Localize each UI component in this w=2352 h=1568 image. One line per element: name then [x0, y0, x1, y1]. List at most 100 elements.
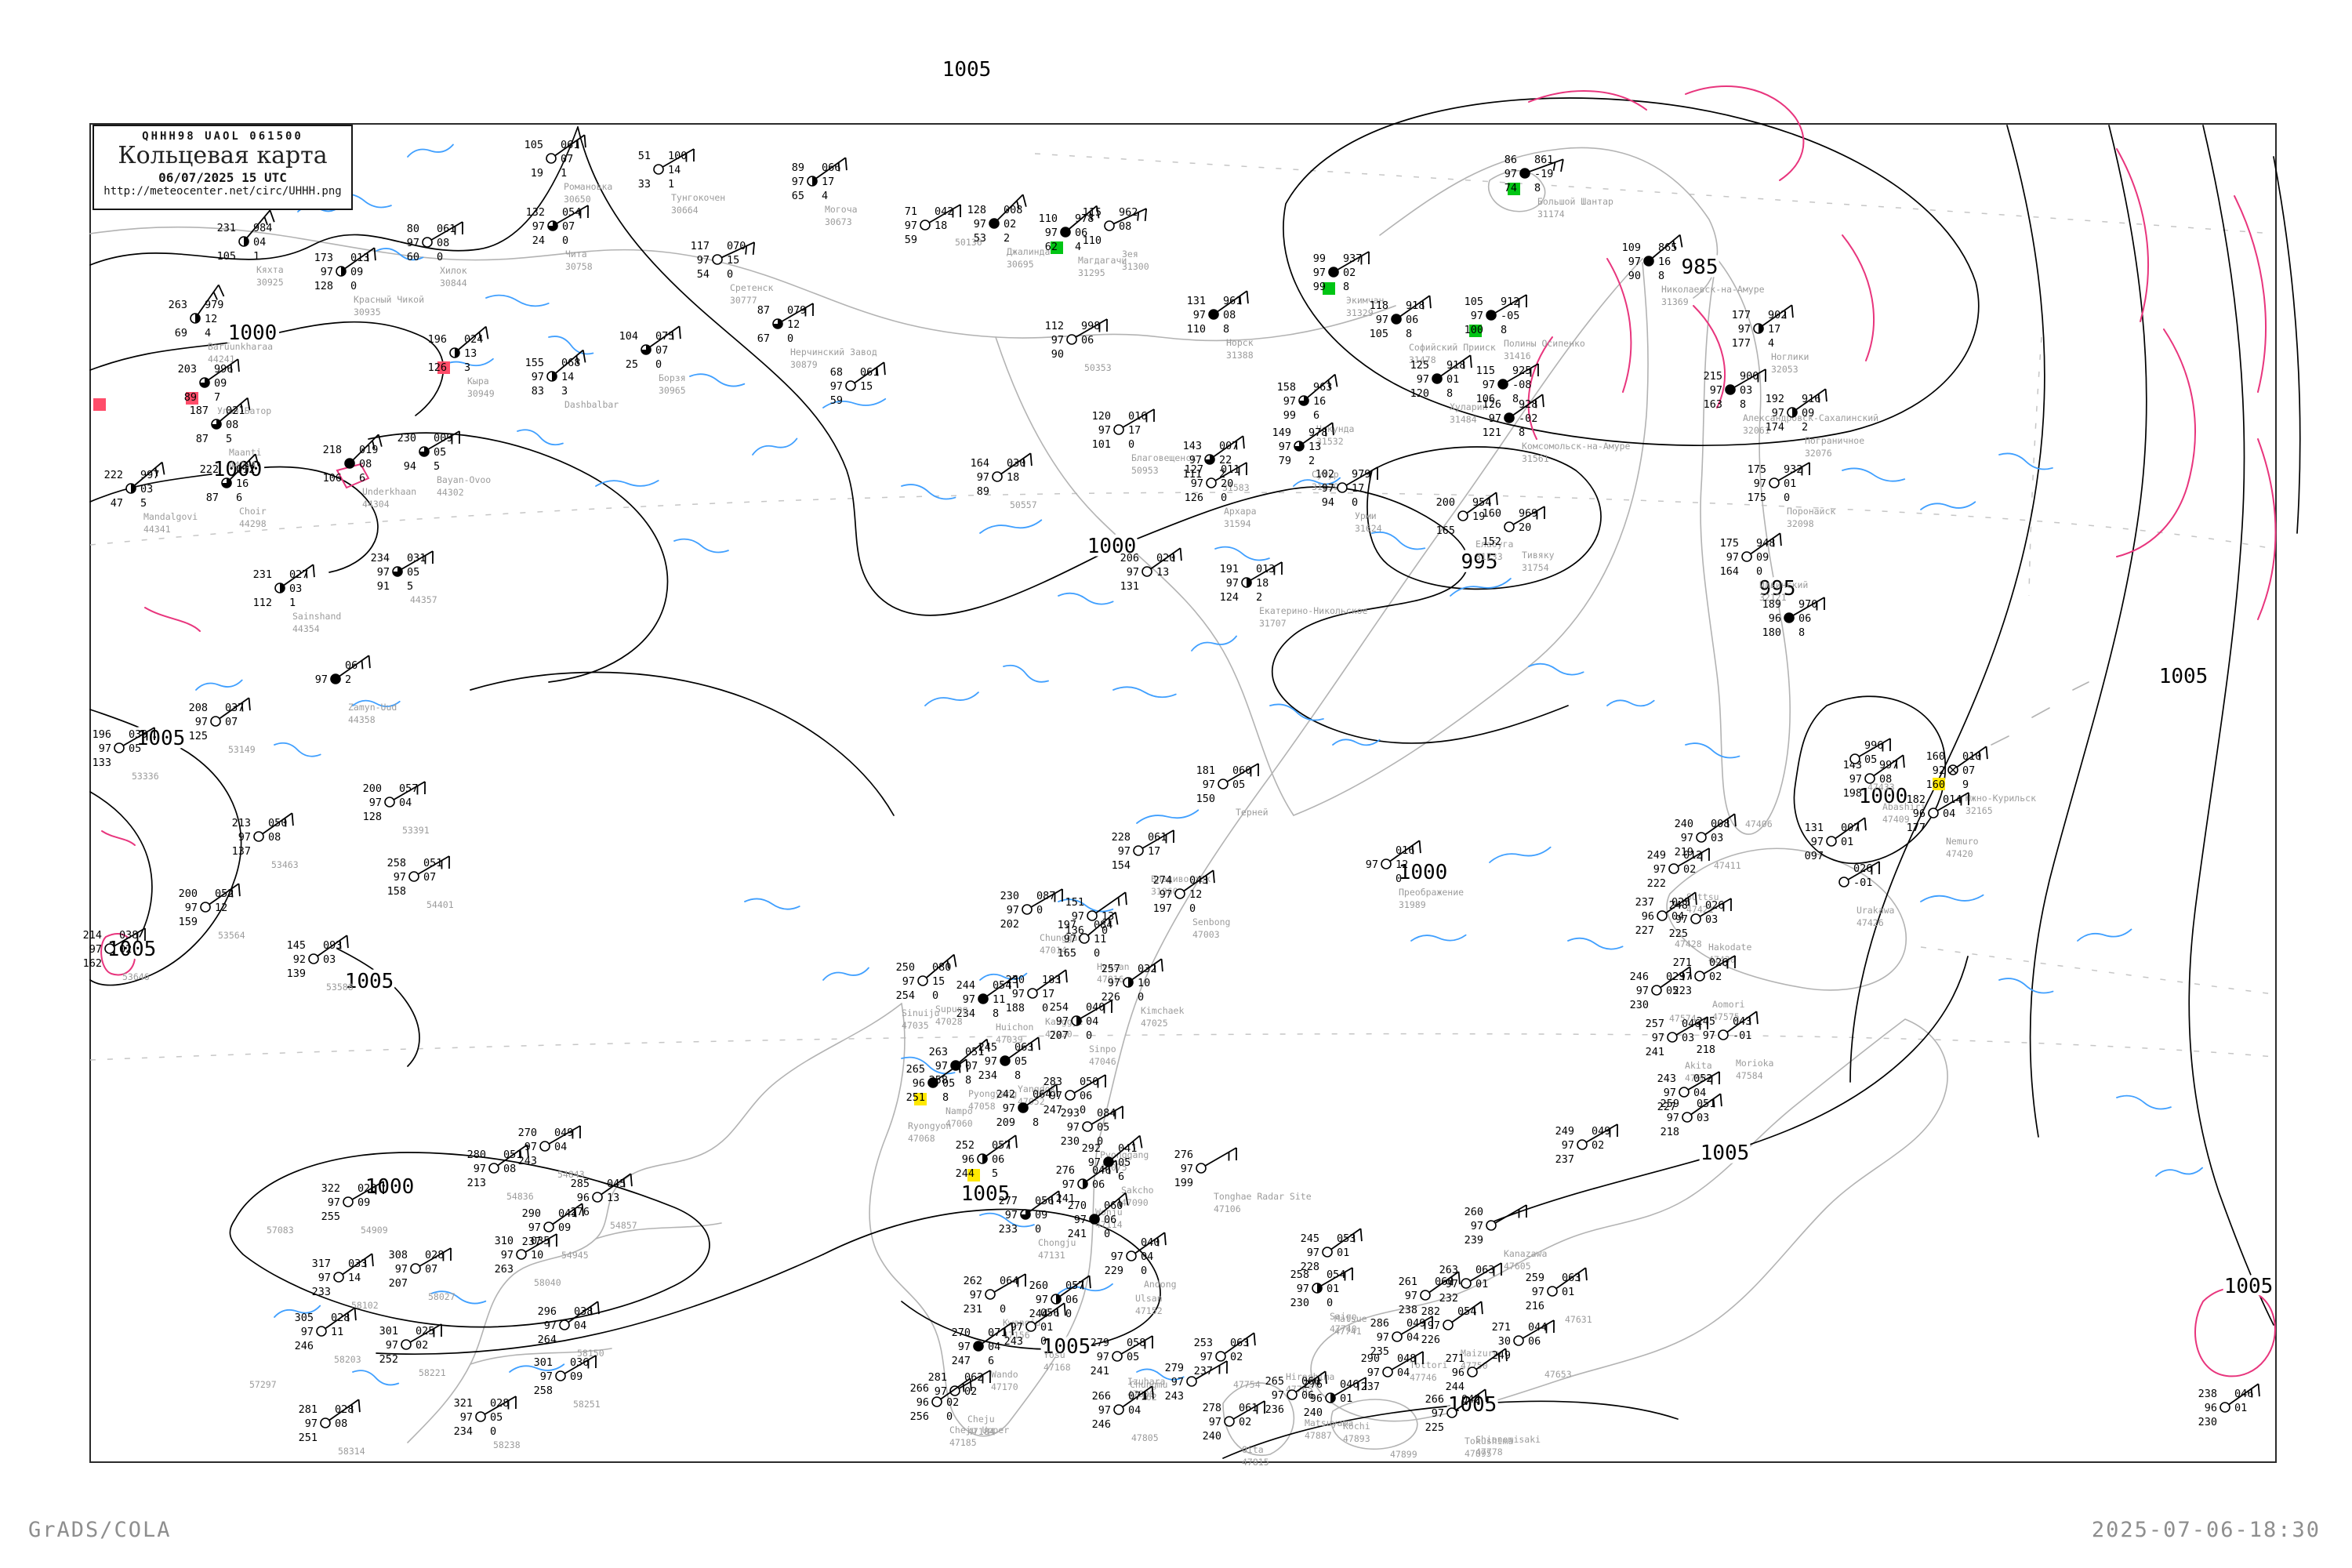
- station-value-right: 8: [1512, 393, 1519, 405]
- station-wmo-id: 44341: [143, 524, 171, 535]
- station-value-right: 02: [1230, 1351, 1243, 1363]
- wind-barb-feather: [1334, 374, 1338, 387]
- wind-barb: [1933, 792, 1969, 814]
- station-value-right: 4: [205, 327, 211, 339]
- station-value-left: 164: [1720, 565, 1739, 578]
- station-value-right: 01: [1327, 1283, 1339, 1295]
- wind-barb-feather: [1352, 1233, 1356, 1243]
- station-id-label: 47741: [1334, 1326, 1362, 1337]
- station-value-left: 126: [1185, 492, 1203, 504]
- station-value-right: 0: [490, 1425, 496, 1438]
- station-value-right: 061: [437, 223, 456, 235]
- station-value-right: 07: [423, 871, 436, 884]
- wind-barb-feather: [368, 655, 371, 669]
- station-wmo-id: 47039: [996, 1034, 1023, 1045]
- station-value-right: 01: [1784, 477, 1796, 490]
- river-squiggle: [1136, 1368, 1185, 1381]
- station-value-right: 2: [1256, 591, 1262, 604]
- station-value-left: 251: [299, 1432, 318, 1444]
- station-value-left: 105: [1370, 328, 1388, 340]
- station-value-right: 912: [1501, 296, 1519, 308]
- river-squiggle: [1842, 467, 1906, 482]
- station-value-right: 084: [1097, 1107, 1116, 1120]
- station-value-left: 165: [1436, 524, 1455, 537]
- cloud-cover-icon: [1457, 510, 1468, 521]
- wind-barb: [936, 1377, 971, 1403]
- wind-barb-feather: [1124, 1192, 1129, 1206]
- station-value-left: 222: [104, 469, 123, 481]
- station-value-right: 016: [1128, 410, 1147, 423]
- station-value-left: 97: [1653, 863, 1666, 876]
- station-value-left: 110: [1083, 234, 1102, 247]
- river-squiggle: [1058, 1283, 1113, 1294]
- station-value-left: 254: [1050, 1001, 1069, 1014]
- station-id-label: 47653: [1544, 1369, 1572, 1380]
- station-value-right: 0: [655, 358, 662, 371]
- station-value-right: -08: [1512, 379, 1531, 391]
- station-value-left: 258: [1290, 1269, 1309, 1281]
- station-value-right: 028: [490, 1397, 509, 1410]
- station-value-right: 02: [1592, 1139, 1604, 1152]
- station-value-right: 07: [562, 220, 575, 233]
- wind-barb-feather: [346, 935, 349, 949]
- station-value-right: 08: [503, 1163, 516, 1175]
- station-value-left: 110: [1039, 212, 1058, 225]
- station-value-right: 063: [1562, 1272, 1581, 1284]
- station-value-right: 08: [1879, 773, 1892, 786]
- station-name: Джалинда: [1007, 246, 1050, 257]
- station-name: Huichon: [996, 1022, 1033, 1033]
- station-value-right: -01: [1853, 877, 1872, 889]
- wind-barb-feather: [1864, 818, 1867, 831]
- station-wmo-id: 47740: [1330, 1323, 1357, 1334]
- wind-barb: [1071, 318, 1108, 340]
- station-value-right: 011: [1221, 463, 1240, 476]
- station-value-right: 012: [236, 463, 255, 476]
- wind-barb: [1843, 861, 1880, 883]
- station-value-left: 250: [896, 961, 915, 974]
- wind-barb-feather: [1541, 394, 1544, 408]
- station-name: Saigo: [1330, 1311, 1357, 1322]
- cloud-cover-icon: [1218, 779, 1229, 789]
- cloud-cover-icon: [1215, 1351, 1226, 1362]
- cloud-cover-icon: [712, 254, 723, 265]
- wind-barb: [1788, 597, 1825, 619]
- wind-barb: [426, 221, 463, 243]
- station-value-left: 97: [958, 1341, 971, 1353]
- wind-barb-feather: [622, 1178, 626, 1188]
- render-timestamp: 2025-07-06-18:30: [2091, 1518, 2321, 1542]
- river-squiggle: [1112, 686, 1177, 699]
- station-value-left: 30: [1498, 1335, 1511, 1348]
- station-wmo-id: 47131: [1038, 1250, 1065, 1261]
- station-value-left: 90: [1051, 348, 1064, 361]
- cloud-cover-icon: [344, 458, 355, 469]
- wind-barb: [1222, 763, 1259, 785]
- river-squiggle: [274, 1305, 321, 1318]
- station-value-right: 14: [668, 164, 681, 176]
- station-value-left: 233: [999, 1223, 1018, 1236]
- station-value-right: 16: [236, 477, 249, 490]
- station-value-right: 035: [531, 1235, 550, 1247]
- wind-barb-feather: [361, 660, 364, 670]
- station-value-right: 979: [205, 299, 223, 311]
- station-name: Ноглики: [1771, 351, 1809, 362]
- station-value-left: 208: [189, 702, 208, 714]
- station-value-right: 6: [236, 492, 242, 504]
- cloud-cover-icon: [1461, 1278, 1472, 1289]
- station-wmo-id: 58314: [338, 1446, 365, 1457]
- station-value-left: 149: [1272, 426, 1291, 439]
- wind-barb: [389, 781, 426, 803]
- station-value-left: 99: [1313, 252, 1326, 265]
- station-value-right: 061: [561, 139, 579, 151]
- station-value-right: 17: [1352, 482, 1364, 495]
- station-value-left: 097: [1805, 850, 1824, 862]
- station-value-right: 978: [1075, 212, 1094, 225]
- wind-barb-feather: [1411, 845, 1414, 855]
- station-value-right: 0: [1396, 873, 1402, 885]
